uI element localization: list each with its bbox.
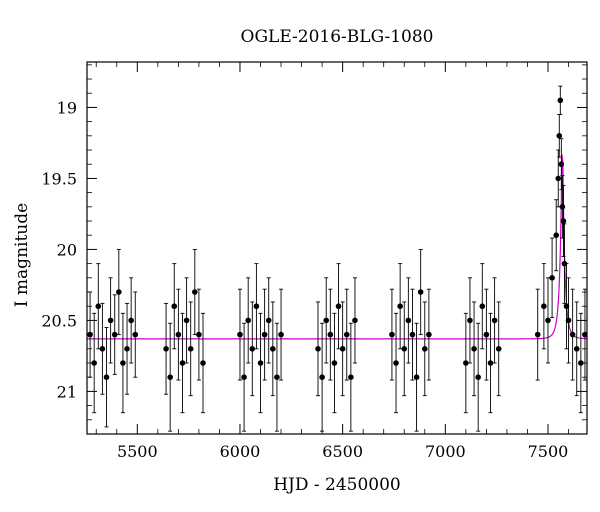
y-tick-label: 21 — [57, 382, 77, 401]
plot-frame — [86, 61, 588, 435]
data-point — [561, 260, 568, 267]
data-point — [471, 346, 477, 352]
data-point — [183, 317, 190, 324]
data-point — [463, 360, 469, 366]
data-point — [319, 374, 325, 381]
data-point — [397, 303, 403, 310]
y-tick-label: 19 — [57, 98, 77, 117]
data-point — [573, 346, 580, 352]
plot-area — [87, 85, 587, 432]
x-axis-label: HJD - 2450000 — [273, 475, 401, 495]
data-point — [167, 374, 173, 381]
data-point — [175, 331, 182, 338]
data-point — [339, 346, 346, 352]
data-point — [274, 374, 280, 381]
data-point — [99, 346, 106, 352]
data-point — [393, 360, 399, 366]
data-point — [124, 346, 130, 352]
data-point — [417, 289, 424, 295]
data-point — [555, 175, 562, 182]
data-point — [327, 331, 334, 338]
data-point — [335, 303, 342, 310]
y-tick-label: 19.5 — [41, 169, 77, 188]
data-point — [187, 346, 194, 352]
data-point — [569, 331, 576, 338]
data-point — [545, 317, 551, 324]
data-point — [487, 360, 494, 366]
data-point — [557, 97, 564, 104]
data-point — [91, 360, 97, 366]
x-axis: 5500 6000 6500 7000 7500 — [95, 62, 569, 461]
x-tick-label: 6500 — [322, 442, 363, 461]
data-point — [409, 331, 416, 338]
data-point — [413, 374, 420, 381]
data-point — [534, 331, 541, 338]
data-point — [495, 346, 502, 352]
data-point — [278, 331, 284, 338]
data-point — [95, 303, 102, 310]
data-point — [352, 317, 358, 324]
data-point — [323, 317, 330, 324]
y-tick-label: 20.5 — [41, 311, 77, 330]
data-point — [200, 360, 206, 366]
y-axis: 19 19.5 20 20.5 21 — [41, 64, 587, 421]
data-point — [128, 317, 134, 324]
x-tick-label: 5500 — [117, 442, 158, 461]
data-point — [163, 346, 169, 352]
data-point — [475, 374, 481, 381]
data-point — [541, 303, 547, 310]
data-point — [241, 374, 247, 381]
data-point — [549, 275, 555, 281]
data-point — [389, 331, 395, 338]
data-point — [192, 289, 198, 295]
data-point — [103, 374, 110, 381]
data-point — [331, 360, 338, 366]
chart-title: OGLE-2016-BLG-1080 — [241, 27, 434, 47]
data-point — [405, 317, 412, 324]
data-point — [265, 317, 272, 324]
data-point — [553, 232, 559, 239]
data-point — [491, 317, 498, 324]
data-point — [107, 317, 114, 324]
data-point — [132, 331, 139, 338]
y-tick-label: 20 — [57, 240, 77, 259]
data-point — [467, 317, 473, 324]
data-point — [560, 218, 567, 224]
data-point — [558, 161, 565, 168]
data-point — [253, 303, 260, 310]
data-point — [426, 331, 432, 338]
data-point — [559, 204, 566, 210]
data-point — [179, 360, 186, 366]
data-point — [196, 331, 202, 338]
data-point — [479, 303, 486, 310]
data-point — [348, 374, 354, 381]
y-axis-label: I magnitude — [12, 203, 32, 307]
data-point — [261, 331, 268, 338]
data-point — [401, 346, 408, 352]
data-point — [578, 360, 584, 366]
data-point — [556, 133, 563, 139]
data-point — [343, 331, 350, 338]
data-point — [171, 303, 178, 310]
data-point — [237, 331, 243, 338]
data-point — [111, 331, 118, 338]
x-tick-label: 7000 — [425, 442, 466, 461]
data-point — [270, 346, 276, 352]
x-tick-label: 6000 — [220, 442, 261, 461]
data-point — [483, 331, 490, 338]
x-tick-label: 7500 — [528, 442, 569, 461]
data-point — [315, 346, 321, 352]
data-point — [563, 303, 570, 310]
data-point — [120, 360, 126, 366]
data-point — [249, 346, 256, 352]
data-point — [245, 317, 251, 324]
data-point — [116, 289, 122, 295]
data-point — [565, 317, 572, 324]
data-point — [257, 360, 264, 366]
data-point — [421, 346, 428, 352]
